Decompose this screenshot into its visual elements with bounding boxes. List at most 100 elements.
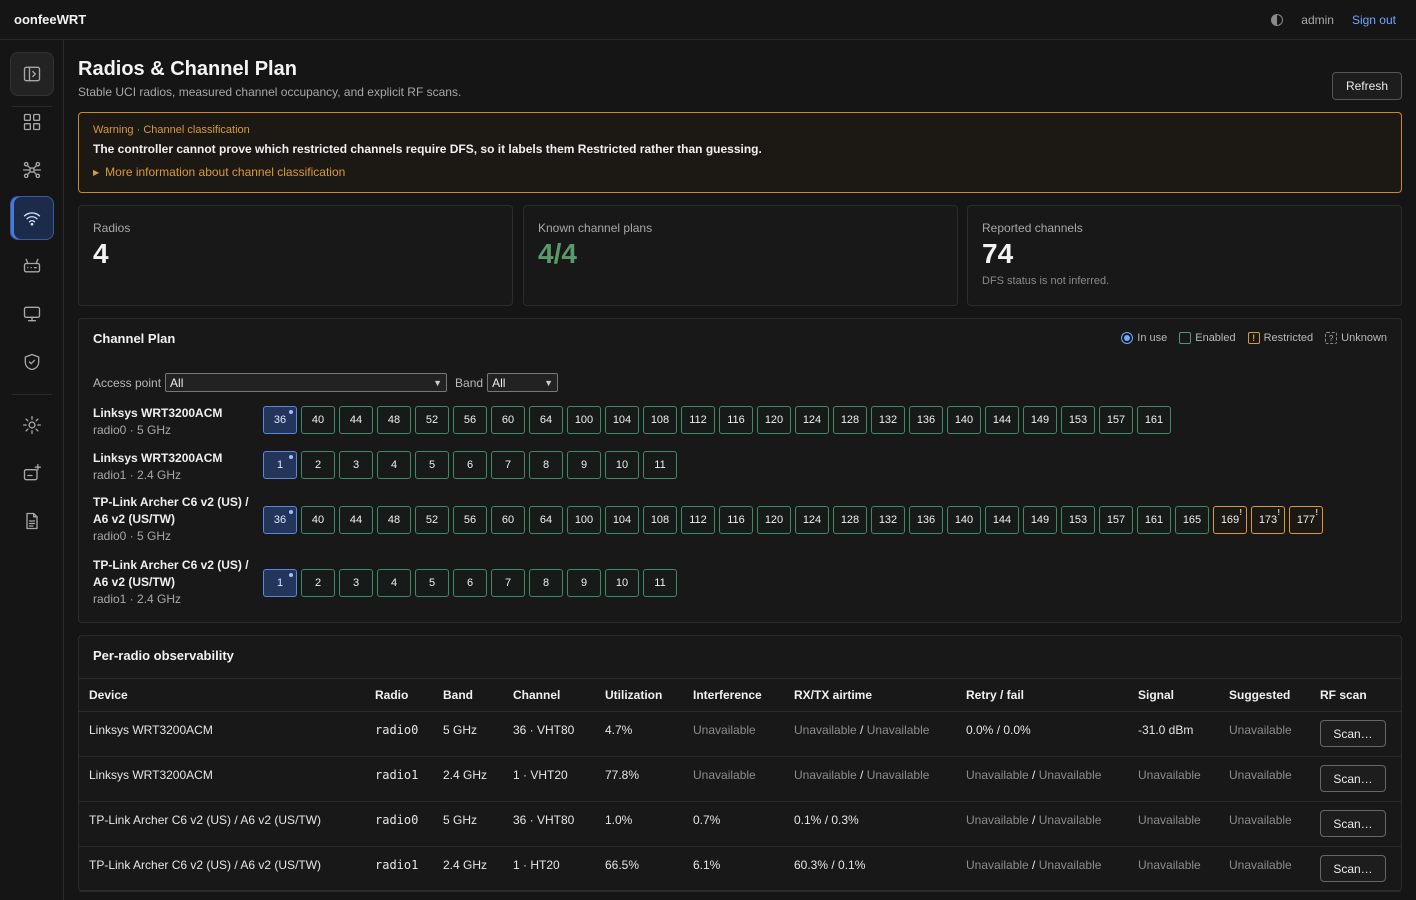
channel-chip[interactable]: 11 [643, 451, 677, 479]
channel-chip[interactable]: 9 [567, 451, 601, 479]
sidebar-item-add-device[interactable] [10, 451, 54, 495]
channel-chip[interactable]: 108 [643, 406, 677, 434]
channel-chip[interactable]: 132 [871, 506, 905, 534]
channel-chip[interactable]: 1 [263, 451, 297, 479]
scan-button[interactable]: Scan… [1320, 720, 1386, 747]
sidebar-item-radios[interactable] [10, 196, 54, 240]
channel-chip[interactable]: 8 [529, 569, 563, 597]
scan-button[interactable]: Scan… [1320, 765, 1386, 792]
channel-chip[interactable]: 3 [339, 451, 373, 479]
channel-chip[interactable]: 9 [567, 569, 601, 597]
channel-chip[interactable]: 161 [1137, 506, 1171, 534]
channel-chip[interactable]: 169 [1213, 506, 1247, 534]
channel-chip[interactable]: 6 [453, 451, 487, 479]
channel-chip[interactable]: 116 [719, 506, 753, 534]
channel-chip[interactable]: 11 [643, 569, 677, 597]
sidebar-item-logs[interactable] [10, 499, 54, 543]
channel-chip[interactable]: 128 [833, 506, 867, 534]
signal-cell: -31.0 dBm [1128, 711, 1219, 757]
channel-chip[interactable]: 44 [339, 506, 373, 534]
channel-chip[interactable]: 128 [833, 406, 867, 434]
channel-chip[interactable]: 161 [1137, 406, 1171, 434]
channel-chip[interactable]: 64 [529, 506, 563, 534]
channel-chip[interactable]: 112 [681, 406, 715, 434]
radio-cell: radio0 [365, 711, 433, 757]
channel-chip[interactable]: 132 [871, 406, 905, 434]
channel-chip[interactable]: 144 [985, 406, 1019, 434]
sidebar-item-clients[interactable] [10, 292, 54, 336]
channel-chip[interactable]: 165 [1175, 506, 1209, 534]
channel-chip[interactable]: 104 [605, 406, 639, 434]
channel-chip[interactable]: 157 [1099, 506, 1133, 534]
channel-chip[interactable]: 153 [1061, 406, 1095, 434]
channel-chip[interactable]: 10 [605, 451, 639, 479]
channel-chip[interactable]: 36 [263, 506, 297, 534]
sidebar-item-topology[interactable] [10, 148, 54, 192]
channel-chip[interactable]: 140 [947, 406, 981, 434]
channel-chip[interactable]: 120 [757, 406, 791, 434]
channel-chip[interactable]: 112 [681, 506, 715, 534]
channel-chip[interactable]: 157 [1099, 406, 1133, 434]
channel-chip[interactable]: 44 [339, 406, 373, 434]
interference-cell: 0.7% [683, 801, 784, 847]
channel-chip[interactable]: 60 [491, 506, 525, 534]
refresh-button[interactable]: Refresh [1331, 72, 1402, 100]
channel-chip[interactable]: 124 [795, 506, 829, 534]
channel-chip[interactable]: 64 [529, 406, 563, 434]
channel-chip[interactable]: 1 [263, 569, 297, 597]
channel-chip[interactable]: 2 [301, 569, 335, 597]
channel-chip[interactable]: 120 [757, 506, 791, 534]
channel-chip[interactable]: 136 [909, 506, 943, 534]
channel-chip[interactable]: 56 [453, 406, 487, 434]
channel-chip[interactable]: 5 [415, 451, 449, 479]
sidebar-item-dashboard[interactable] [10, 100, 54, 144]
channel-chip[interactable]: 7 [491, 451, 525, 479]
channel-chip[interactable]: 173 [1251, 506, 1285, 534]
sign-out-link[interactable]: Sign out [1351, 12, 1396, 27]
brand-logo[interactable]: oonfeeWRT [14, 12, 87, 27]
channel-chip[interactable]: 36 [263, 406, 297, 434]
channel-chip[interactable]: 124 [795, 406, 829, 434]
channel-chip[interactable]: 100 [567, 406, 601, 434]
channel-chip[interactable]: 6 [453, 569, 487, 597]
channel-chip[interactable]: 153 [1061, 506, 1095, 534]
access-point-select[interactable]: All ▼ [165, 373, 448, 392]
scan-button[interactable]: Scan… [1320, 855, 1386, 882]
channel-chip[interactable]: 100 [567, 506, 601, 534]
channel-chip[interactable]: 108 [643, 506, 677, 534]
channel-chip[interactable]: 40 [301, 506, 335, 534]
channel-chip[interactable]: 48 [377, 506, 411, 534]
theme-toggle-icon[interactable] [1271, 13, 1284, 26]
sidebar-toggle-button[interactable] [10, 52, 54, 96]
warning-more-toggle[interactable]: ▶ More information about channel classifi… [93, 165, 1387, 179]
band-select[interactable]: All ▼ [487, 373, 559, 392]
channel-chip[interactable]: 140 [947, 506, 981, 534]
channel-chip[interactable]: 52 [415, 506, 449, 534]
channel-chip[interactable]: 116 [719, 406, 753, 434]
channel-chip[interactable]: 48 [377, 406, 411, 434]
channel-chip[interactable]: 177 [1289, 506, 1323, 534]
channel-chip[interactable]: 40 [301, 406, 335, 434]
channel-chip[interactable]: 10 [605, 569, 639, 597]
sidebar-item-settings[interactable] [10, 403, 54, 447]
channel-chip[interactable]: 4 [377, 451, 411, 479]
channel-chip[interactable]: 149 [1023, 506, 1057, 534]
channel-chip[interactable]: 104 [605, 506, 639, 534]
sidebar-item-routers[interactable] [10, 244, 54, 288]
channel-chip[interactable]: 144 [985, 506, 1019, 534]
channel-chip[interactable]: 4 [377, 569, 411, 597]
channel-chip[interactable]: 8 [529, 451, 563, 479]
channel-chip[interactable]: 60 [491, 406, 525, 434]
panel-title: Per-radio observability [93, 648, 234, 663]
sidebar-item-security[interactable] [10, 340, 54, 384]
scan-button[interactable]: Scan… [1320, 810, 1386, 837]
channel-chip[interactable]: 3 [339, 569, 373, 597]
channel-chip[interactable]: 5 [415, 569, 449, 597]
channel-chip[interactable]: 56 [453, 506, 487, 534]
channel-chip[interactable]: 136 [909, 406, 943, 434]
radio-device-name: TP-Link Archer C6 v2 (US) / A6 v2 (US/TW… [93, 495, 249, 526]
channel-chip[interactable]: 7 [491, 569, 525, 597]
channel-chip[interactable]: 2 [301, 451, 335, 479]
channel-chip[interactable]: 149 [1023, 406, 1057, 434]
channel-chip[interactable]: 52 [415, 406, 449, 434]
